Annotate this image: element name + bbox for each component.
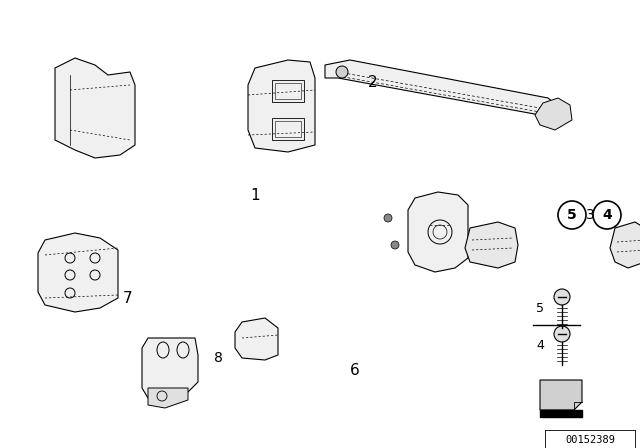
Text: 2: 2 (368, 74, 378, 90)
Polygon shape (408, 192, 468, 272)
Text: 5: 5 (567, 208, 577, 222)
Polygon shape (38, 233, 118, 312)
Text: 3: 3 (586, 208, 595, 222)
Circle shape (554, 289, 570, 305)
Circle shape (384, 214, 392, 222)
Bar (275, 83, 301, 99)
Polygon shape (148, 388, 188, 408)
Circle shape (336, 66, 348, 78)
Polygon shape (540, 380, 582, 410)
Polygon shape (248, 60, 315, 152)
Polygon shape (465, 222, 518, 268)
Bar (272, 118, 304, 140)
Text: 4: 4 (602, 208, 612, 222)
Text: 1: 1 (250, 188, 260, 202)
Text: 4: 4 (536, 339, 544, 352)
Circle shape (558, 201, 586, 229)
Circle shape (593, 201, 621, 229)
Circle shape (554, 326, 570, 342)
Text: 7: 7 (123, 290, 133, 306)
Text: 8: 8 (214, 351, 223, 365)
Circle shape (391, 241, 399, 249)
Text: 6: 6 (350, 362, 360, 378)
Bar (272, 80, 304, 102)
Text: 5: 5 (536, 302, 544, 314)
Polygon shape (325, 60, 560, 118)
Polygon shape (535, 98, 572, 130)
Polygon shape (55, 58, 135, 158)
Polygon shape (610, 222, 640, 268)
Bar (275, 121, 301, 137)
Text: 00152389: 00152389 (565, 435, 615, 445)
Polygon shape (235, 318, 278, 360)
Polygon shape (142, 338, 198, 400)
Bar (540, 410, 582, 417)
